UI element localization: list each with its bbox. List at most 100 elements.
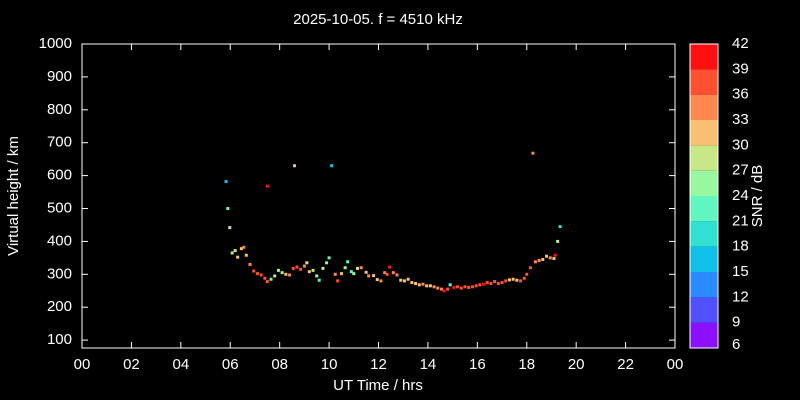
- data-point: [330, 164, 334, 168]
- data-point: [355, 266, 359, 270]
- colorbar-tick-label: 24: [732, 187, 749, 204]
- colorbar-tick-label: 30: [732, 136, 749, 153]
- data-point: [265, 184, 269, 188]
- colorbar-segment: [690, 322, 718, 348]
- data-point: [459, 286, 463, 290]
- data-point: [336, 279, 340, 283]
- colorbar-tick-label: 15: [732, 263, 749, 280]
- data-point: [367, 274, 371, 278]
- x-tick-label: 00: [667, 356, 684, 373]
- y-axis-label: Virtual height / km: [5, 136, 22, 256]
- data-point: [273, 274, 277, 278]
- data-point: [352, 272, 356, 276]
- data-point: [446, 287, 450, 291]
- data-point: [343, 266, 347, 270]
- colorbar-tick-label: 39: [732, 60, 749, 77]
- data-point: [391, 271, 395, 275]
- data-point: [364, 270, 368, 274]
- data-point: [436, 286, 440, 290]
- colorbar-segment: [690, 246, 718, 272]
- data-point: [276, 268, 280, 272]
- colorbar-label: SNR / dB: [749, 165, 766, 228]
- data-point: [511, 277, 515, 281]
- data-point: [233, 249, 237, 253]
- data-point: [252, 269, 256, 273]
- data-point: [556, 239, 560, 243]
- data-point: [485, 281, 489, 285]
- data-point: [410, 281, 414, 285]
- data-point: [333, 272, 337, 276]
- data-point: [263, 276, 267, 280]
- colorbar-segment: [690, 44, 718, 70]
- data-point: [417, 283, 421, 287]
- colorbar-tick-label: 6: [732, 336, 740, 353]
- x-tick-label: 06: [222, 356, 239, 373]
- data-point: [440, 287, 444, 291]
- x-tick-label: 10: [321, 356, 338, 373]
- data-point: [305, 261, 309, 265]
- x-tick-label: 20: [568, 356, 585, 373]
- data-point: [236, 255, 240, 259]
- data-point: [239, 247, 243, 251]
- y-tick-label: 600: [47, 167, 72, 184]
- data-point: [327, 256, 331, 260]
- data-point: [541, 257, 545, 261]
- data-point: [315, 274, 319, 278]
- data-point: [522, 276, 526, 280]
- x-tick-label: 00: [74, 356, 91, 373]
- colorbar-segment: [690, 297, 718, 323]
- x-axis-label: UT Time / hrs: [333, 377, 423, 394]
- x-tick-label: 04: [172, 356, 189, 373]
- data-point: [456, 285, 460, 289]
- data-point: [288, 273, 292, 277]
- data-point: [242, 245, 246, 249]
- colorbar-segment: [690, 272, 718, 298]
- y-tick-label: 1000: [39, 35, 72, 52]
- y-tick-label: 100: [47, 331, 72, 348]
- data-point: [504, 279, 508, 283]
- y-tick-label: 800: [47, 101, 72, 118]
- data-point: [500, 281, 504, 285]
- colorbar-segment: [690, 221, 718, 247]
- data-point: [359, 266, 363, 270]
- y-tick-label: 400: [47, 232, 72, 249]
- colorbar-tick-label: 9: [732, 314, 740, 331]
- colorbar-segment: [690, 170, 718, 196]
- y-tick-label: 700: [47, 134, 72, 151]
- data-point: [255, 272, 259, 276]
- data-point: [292, 164, 296, 168]
- colorbar-tick-label: 21: [732, 212, 749, 229]
- x-tick-label: 22: [617, 356, 634, 373]
- data-point: [507, 278, 511, 282]
- data-point: [372, 274, 376, 278]
- data-point: [425, 284, 429, 288]
- data-point: [493, 280, 497, 284]
- data-point: [302, 264, 306, 268]
- data-point: [432, 285, 436, 289]
- data-point: [311, 268, 315, 272]
- colorbar-segment: [690, 69, 718, 95]
- colorbar-segment: [690, 94, 718, 120]
- data-point: [259, 273, 263, 277]
- data-point: [325, 261, 329, 265]
- data-point: [414, 282, 418, 286]
- data-point: [519, 279, 523, 283]
- data-point: [284, 272, 288, 276]
- colorbar-tick-label: 12: [732, 288, 749, 305]
- data-point: [452, 285, 456, 289]
- data-point: [269, 277, 273, 281]
- chart-title: 2025-10-05. f = 4510 kHz: [293, 11, 463, 28]
- data-point: [421, 282, 425, 286]
- data-point: [379, 279, 383, 283]
- data-point: [545, 254, 549, 258]
- colorbar-tick-label: 27: [732, 162, 749, 179]
- data-point: [228, 226, 232, 230]
- data-point: [295, 265, 299, 269]
- data-point: [448, 283, 452, 287]
- data-point: [291, 266, 295, 270]
- data-point: [265, 280, 269, 284]
- colorbar-segment: [690, 196, 718, 222]
- data-point: [428, 284, 432, 288]
